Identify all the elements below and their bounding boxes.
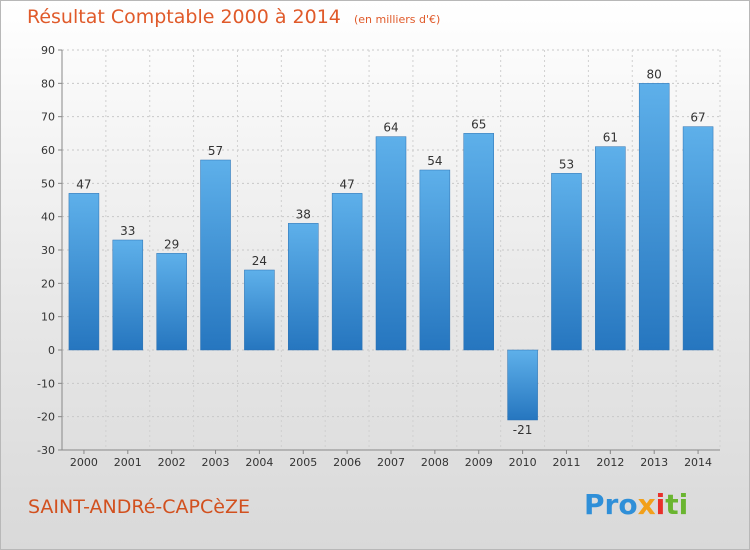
- x-tick-label: 2011: [552, 456, 580, 469]
- bar-2014: [682, 126, 714, 351]
- y-tick-label: 20: [41, 277, 55, 290]
- x-tick-label: 2014: [684, 456, 712, 469]
- y-tick-label: -20: [37, 411, 55, 424]
- bar-2008: [419, 169, 451, 351]
- x-tick-label: 2009: [465, 456, 493, 469]
- label-layer: 47 33 29 57 24 38 47 64 54 65 -21 53 61 80 67: [76, 67, 705, 437]
- data-label-2014: 67: [690, 111, 705, 125]
- y-tick-label: 70: [41, 111, 55, 124]
- x-tick-label: 2004: [245, 456, 273, 469]
- axis-layer: -30 -20 -10 0 10 20 30 40 50 60 70 80 90 2000 2001 2002…: [37, 44, 720, 469]
- data-label-2003: 57: [208, 144, 223, 158]
- x-tick-label: 2000: [70, 456, 98, 469]
- logo-part-2: x: [637, 488, 656, 521]
- x-tick-label: 2002: [158, 456, 186, 469]
- data-label-2004: 24: [252, 254, 267, 268]
- bar-2013: [638, 83, 670, 351]
- logo-part-1: Pro: [584, 488, 638, 521]
- bar-2011: [551, 173, 582, 351]
- data-label-2011: 53: [559, 157, 574, 171]
- chart-unit-note: (en milliers d'€): [353, 13, 441, 26]
- chart-title: Résultat Comptable 2000 à 2014 (en milli…: [27, 6, 440, 28]
- bar-2002: [156, 253, 187, 351]
- x-tick-label: 2010: [509, 456, 537, 469]
- bar-2009: [463, 133, 494, 351]
- data-label-2002: 29: [164, 237, 179, 251]
- y-tick-label: 10: [41, 311, 55, 324]
- bar-2012: [595, 146, 626, 351]
- data-label-2000: 47: [76, 177, 91, 191]
- x-tick-label: 2007: [377, 456, 405, 469]
- y-tick-label: 60: [41, 144, 55, 157]
- logo-part-3: i: [655, 488, 666, 521]
- y-tick-label: 0: [48, 344, 55, 357]
- commune-name: SAINT-ANDRé-CAPCèZE: [28, 496, 250, 518]
- bar-2006: [331, 193, 363, 351]
- y-tick-label: 90: [41, 44, 55, 57]
- y-tick-label: 40: [41, 211, 55, 224]
- y-tick-label: 30: [41, 244, 55, 257]
- bar-2004: [244, 269, 275, 351]
- data-label-2007: 64: [383, 121, 398, 135]
- proxiti-logo[interactable]: Proxiti: [584, 488, 688, 521]
- x-tick-label: 2012: [596, 456, 624, 469]
- y-tick-label: -30: [37, 444, 55, 457]
- x-tick-label: 2013: [640, 456, 668, 469]
- data-label-2006: 47: [339, 177, 354, 191]
- x-tick-label: 2005: [289, 456, 317, 469]
- bar-layer: [68, 83, 714, 421]
- y-tick-label: 80: [41, 77, 55, 90]
- data-label-2001: 33: [120, 224, 135, 238]
- y-tick-label: 50: [41, 177, 55, 190]
- y-tick-label: -10: [37, 377, 55, 390]
- bar-2010: [507, 349, 538, 421]
- grid-layer: [61, 49, 721, 451]
- data-label-2013: 80: [647, 67, 662, 81]
- bar-2003: [200, 159, 231, 351]
- data-label-2010: -21: [513, 423, 533, 437]
- data-label-2005: 38: [296, 207, 311, 221]
- x-tick-label: 2001: [114, 456, 142, 469]
- x-tick-label: 2003: [202, 456, 230, 469]
- bar-2005: [288, 223, 319, 351]
- bar-2000: [68, 193, 100, 351]
- x-tick-label: 2008: [421, 456, 449, 469]
- bar-2001: [112, 239, 144, 351]
- chart-title-main: Résultat Comptable 2000 à 2014: [27, 6, 341, 28]
- data-label-2012: 61: [603, 131, 618, 145]
- logo-part-4: ti: [665, 488, 689, 521]
- data-label-2008: 54: [427, 154, 442, 168]
- x-tick-label: 2006: [333, 456, 361, 469]
- bar-2007: [375, 136, 407, 351]
- data-label-2009: 65: [471, 117, 486, 131]
